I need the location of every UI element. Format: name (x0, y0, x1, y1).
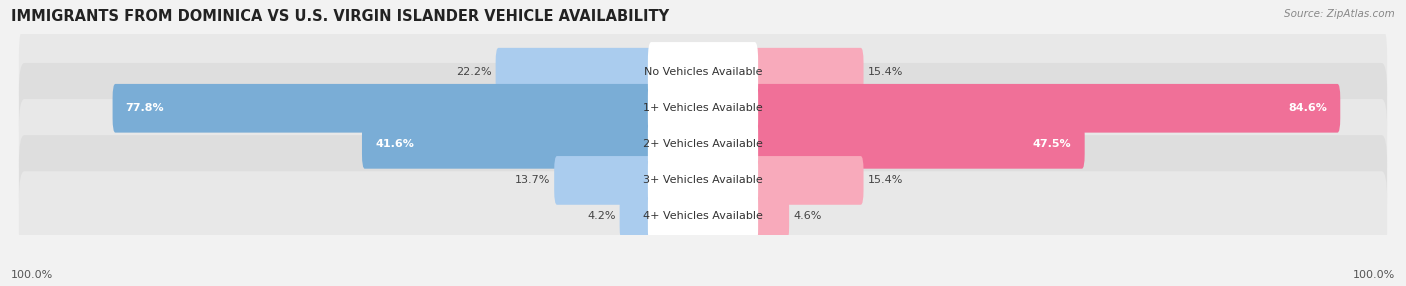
Text: 4.2%: 4.2% (586, 211, 616, 221)
FancyBboxPatch shape (648, 186, 758, 247)
FancyBboxPatch shape (648, 42, 758, 102)
FancyBboxPatch shape (18, 63, 1388, 154)
FancyBboxPatch shape (752, 84, 1340, 133)
Text: IMMIGRANTS FROM DOMINICA VS U.S. VIRGIN ISLANDER VEHICLE AVAILABILITY: IMMIGRANTS FROM DOMINICA VS U.S. VIRGIN … (11, 9, 669, 23)
Text: 84.6%: 84.6% (1288, 103, 1327, 113)
Text: Source: ZipAtlas.com: Source: ZipAtlas.com (1284, 9, 1395, 19)
Text: 4.6%: 4.6% (793, 211, 821, 221)
Text: 77.8%: 77.8% (125, 103, 165, 113)
FancyBboxPatch shape (648, 150, 758, 210)
FancyBboxPatch shape (496, 48, 654, 97)
FancyBboxPatch shape (752, 48, 863, 97)
FancyBboxPatch shape (18, 27, 1388, 118)
Text: 41.6%: 41.6% (375, 139, 413, 149)
Text: 15.4%: 15.4% (868, 175, 903, 185)
Text: 1+ Vehicles Available: 1+ Vehicles Available (643, 103, 763, 113)
FancyBboxPatch shape (112, 84, 654, 133)
Text: 15.4%: 15.4% (868, 67, 903, 77)
Text: 100.0%: 100.0% (11, 270, 53, 280)
FancyBboxPatch shape (361, 120, 654, 169)
FancyBboxPatch shape (648, 78, 758, 138)
FancyBboxPatch shape (18, 171, 1388, 262)
FancyBboxPatch shape (648, 114, 758, 174)
FancyBboxPatch shape (18, 99, 1388, 190)
FancyBboxPatch shape (752, 192, 789, 241)
FancyBboxPatch shape (752, 156, 863, 205)
Text: 47.5%: 47.5% (1033, 139, 1071, 149)
Text: No Vehicles Available: No Vehicles Available (644, 67, 762, 77)
Text: 3+ Vehicles Available: 3+ Vehicles Available (643, 175, 763, 185)
FancyBboxPatch shape (620, 192, 654, 241)
Text: 22.2%: 22.2% (456, 67, 492, 77)
Text: 13.7%: 13.7% (515, 175, 550, 185)
FancyBboxPatch shape (18, 135, 1388, 226)
Text: 2+ Vehicles Available: 2+ Vehicles Available (643, 139, 763, 149)
FancyBboxPatch shape (752, 120, 1084, 169)
Text: 100.0%: 100.0% (1353, 270, 1395, 280)
Text: 4+ Vehicles Available: 4+ Vehicles Available (643, 211, 763, 221)
FancyBboxPatch shape (554, 156, 654, 205)
